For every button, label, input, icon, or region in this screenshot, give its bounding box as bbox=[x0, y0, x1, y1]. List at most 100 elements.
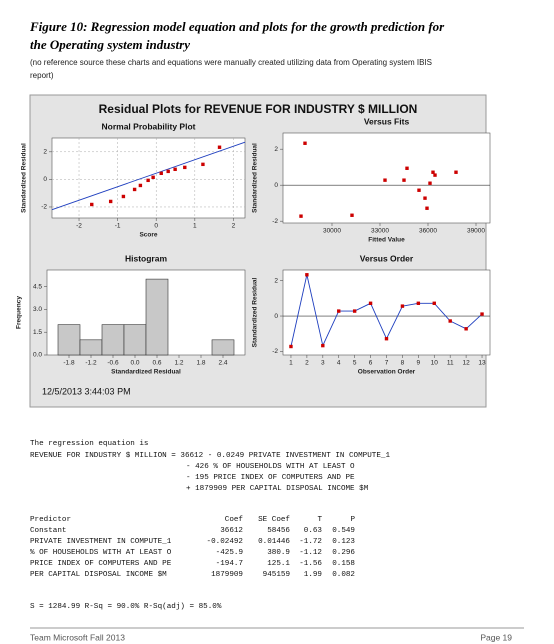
x-tick-label: 1.8 bbox=[196, 360, 205, 367]
table-cell: 125.1 bbox=[267, 560, 290, 568]
point bbox=[321, 343, 325, 348]
table-cell: -0.02492 bbox=[207, 538, 244, 546]
x-tick-label: -1.2 bbox=[85, 360, 97, 367]
y-tick-label: -2 bbox=[272, 218, 278, 225]
point bbox=[337, 309, 341, 313]
point bbox=[402, 178, 406, 182]
table-header: Coef bbox=[225, 516, 244, 524]
x-tick-label: 0.6 bbox=[152, 360, 161, 367]
chart-title: Versus Order bbox=[360, 253, 414, 263]
point bbox=[431, 170, 435, 174]
point bbox=[428, 181, 432, 185]
x-tick-label: 33000 bbox=[371, 228, 389, 235]
caption-title-2: the Operating system industry bbox=[30, 37, 190, 52]
bar bbox=[211, 339, 235, 356]
y-axis-label: Standardized Residual bbox=[252, 143, 259, 213]
x-tick-label: -1 bbox=[115, 223, 121, 230]
plot-area bbox=[51, 137, 246, 219]
table-cell: 36612 bbox=[220, 527, 243, 535]
point bbox=[400, 304, 405, 308]
point bbox=[305, 273, 309, 277]
x-tick-label: -2 bbox=[76, 223, 82, 230]
table-cell: -1.72 bbox=[299, 538, 322, 546]
equation-line: - 195 PRICE INDEX OF COMPUTERS AND PE bbox=[186, 474, 355, 482]
point bbox=[146, 178, 150, 183]
y-tick-label: 0 bbox=[274, 182, 278, 189]
y-tick-label: 0 bbox=[43, 176, 47, 183]
table-cell: 58456 bbox=[267, 527, 290, 535]
point bbox=[352, 309, 357, 313]
point bbox=[432, 301, 436, 305]
y-tick-label: 2 bbox=[43, 149, 47, 156]
x-tick-label: 7 bbox=[385, 360, 389, 367]
x-tick-label: 0.0 bbox=[130, 360, 139, 367]
x-tick-label: 10 bbox=[431, 360, 439, 367]
x-tick-label: 11 bbox=[447, 360, 454, 367]
equation-line: + 1879909 PER CAPITAL DISPOSAL INCOME $M bbox=[186, 485, 369, 493]
table-cell: 1.99 bbox=[304, 571, 323, 579]
table-cell: -1.56 bbox=[299, 560, 322, 568]
point bbox=[383, 178, 387, 182]
point bbox=[159, 171, 163, 176]
point bbox=[480, 312, 484, 316]
point bbox=[405, 166, 409, 170]
point bbox=[151, 175, 155, 180]
bar bbox=[57, 324, 81, 356]
x-tick-label: 9 bbox=[417, 360, 421, 367]
point bbox=[464, 327, 468, 331]
table-header: T bbox=[317, 516, 322, 524]
fit-line bbox=[51, 141, 246, 211]
table-cell: % OF HOUSEHOLDS WITH AT LEAST O bbox=[30, 549, 172, 557]
table-cell: 0.082 bbox=[332, 571, 355, 579]
x-tick-label: 2 bbox=[305, 360, 309, 367]
point bbox=[183, 165, 187, 170]
point bbox=[90, 202, 94, 207]
point bbox=[108, 199, 113, 204]
caption-note-1: (no reference source these charts and eq… bbox=[30, 58, 432, 67]
table-cell: 945159 bbox=[263, 571, 291, 579]
table-cell: PRIVATE INVESTMENT IN COMPUTE_1 bbox=[30, 538, 172, 546]
x-tick-label: 1.2 bbox=[174, 360, 183, 367]
table-cell: PRICE INDEX OF COMPUTERS AND PE bbox=[30, 560, 172, 568]
point bbox=[448, 319, 452, 323]
y-tick-label: 1.5 bbox=[33, 329, 42, 336]
table-cell: PER CAPITAL DISPOSAL INCOME $M bbox=[30, 571, 167, 579]
table-cell: 0.123 bbox=[332, 538, 355, 546]
x-tick-label: 5 bbox=[353, 360, 357, 367]
point bbox=[350, 213, 354, 217]
timestamp: 12/5/2013 3:44:03 PM bbox=[42, 386, 131, 396]
point bbox=[173, 167, 177, 172]
chart-title: Histogram bbox=[125, 253, 167, 263]
y-tick-label: -2 bbox=[41, 204, 47, 211]
table-header: P bbox=[350, 516, 355, 524]
bar bbox=[101, 324, 125, 356]
y-tick-label: 2 bbox=[274, 277, 278, 284]
footer-left: Team Microsoft Fall 2013 bbox=[30, 632, 125, 642]
figure-title: Residual Plots for REVENUE FOR INDUSTRY … bbox=[99, 102, 418, 116]
table-cell: 1879909 bbox=[211, 571, 243, 579]
point bbox=[138, 183, 143, 188]
table-header: Predictor bbox=[30, 516, 71, 524]
y-tick-label: 4.5 bbox=[33, 283, 42, 290]
regression-summary: S = 1284.99 R-Sq = 90.0% R-Sq(adj) = 85.… bbox=[30, 603, 222, 611]
x-tick-label: 4 bbox=[337, 360, 341, 367]
y-tick-label: 0 bbox=[274, 313, 278, 320]
x-tick-label: 1 bbox=[193, 223, 197, 230]
equation-line: REVENUE FOR INDUSTRY $ MILLION = 36612 -… bbox=[30, 452, 390, 460]
y-axis-label: Standardized Residual bbox=[252, 277, 259, 347]
y-tick-label: -2 bbox=[272, 348, 278, 355]
x-tick-label: 6 bbox=[369, 360, 373, 367]
x-tick-label: 8 bbox=[401, 360, 405, 367]
table-header: SE Coef bbox=[258, 516, 290, 524]
x-axis-label: Observation Order bbox=[358, 369, 416, 376]
table-cell: 380.9 bbox=[267, 549, 290, 557]
x-axis-label: Fitted Value bbox=[368, 237, 405, 244]
point bbox=[299, 214, 303, 218]
x-tick-label: 3 bbox=[321, 360, 325, 367]
x-axis-label: Score bbox=[139, 232, 157, 239]
chart-title: Versus Fits bbox=[364, 116, 410, 126]
table-cell: 0.158 bbox=[332, 560, 355, 568]
point bbox=[368, 301, 373, 305]
x-tick-label: 30000 bbox=[323, 228, 341, 235]
